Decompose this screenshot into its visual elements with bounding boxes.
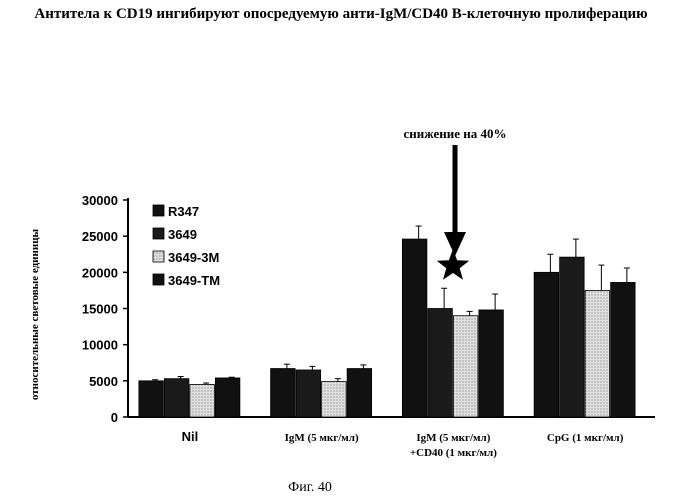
figure-caption: Фиг. 40 bbox=[0, 480, 620, 496]
bar-3649-3m bbox=[322, 382, 347, 417]
legend-swatch bbox=[153, 205, 164, 216]
bar-3649-3m bbox=[453, 316, 478, 417]
bar-r347 bbox=[271, 369, 296, 417]
bar-3649 bbox=[428, 309, 453, 418]
bar-3649 bbox=[296, 370, 321, 417]
y-tick-label: 0 bbox=[111, 410, 118, 425]
legend-swatch bbox=[153, 251, 164, 262]
bar-3649-tm bbox=[347, 369, 372, 417]
x-tick-label: IgM (5 мкг/мл) bbox=[416, 432, 490, 444]
legend-label: 3649-3M bbox=[168, 250, 219, 265]
x-tick-label: +CD40 (1 мкг/мл) bbox=[410, 447, 497, 459]
x-tick-label: CpG (1 мкг/мл) bbox=[547, 432, 624, 444]
x-tick-label: Nil bbox=[182, 429, 199, 444]
annotation-arrow-head bbox=[444, 232, 466, 256]
bar-3649 bbox=[164, 379, 189, 417]
x-tick-label: IgM (5 мкг/мл) bbox=[285, 432, 359, 444]
legend-label: 3649 bbox=[168, 227, 197, 242]
bar-3649-3m bbox=[585, 290, 610, 417]
legend-swatch bbox=[153, 228, 164, 239]
annotation-text: снижение на 40% bbox=[403, 126, 506, 141]
bar-r347 bbox=[534, 272, 559, 417]
bar-r347 bbox=[139, 381, 164, 417]
y-tick-label: 20000 bbox=[82, 265, 118, 280]
y-tick-label: 10000 bbox=[82, 338, 118, 353]
bar-3649 bbox=[560, 257, 585, 417]
bar-3649-3m bbox=[190, 384, 215, 417]
bar-3649-tm bbox=[215, 378, 240, 417]
y-tick-label: 5000 bbox=[89, 374, 118, 389]
y-axis-label: относительные световые единицы bbox=[29, 228, 41, 400]
legend-swatch bbox=[153, 274, 164, 285]
star-icon bbox=[437, 249, 469, 280]
bar-3649-tm bbox=[479, 310, 504, 417]
bar-r347 bbox=[402, 239, 427, 417]
legend-label: R347 bbox=[168, 204, 199, 219]
y-tick-label: 25000 bbox=[82, 229, 118, 244]
y-tick-label: 30000 bbox=[82, 193, 118, 208]
y-tick-label: 15000 bbox=[82, 302, 118, 317]
legend-label: 3649-TM bbox=[168, 273, 220, 288]
bar-3649-tm bbox=[611, 282, 636, 417]
